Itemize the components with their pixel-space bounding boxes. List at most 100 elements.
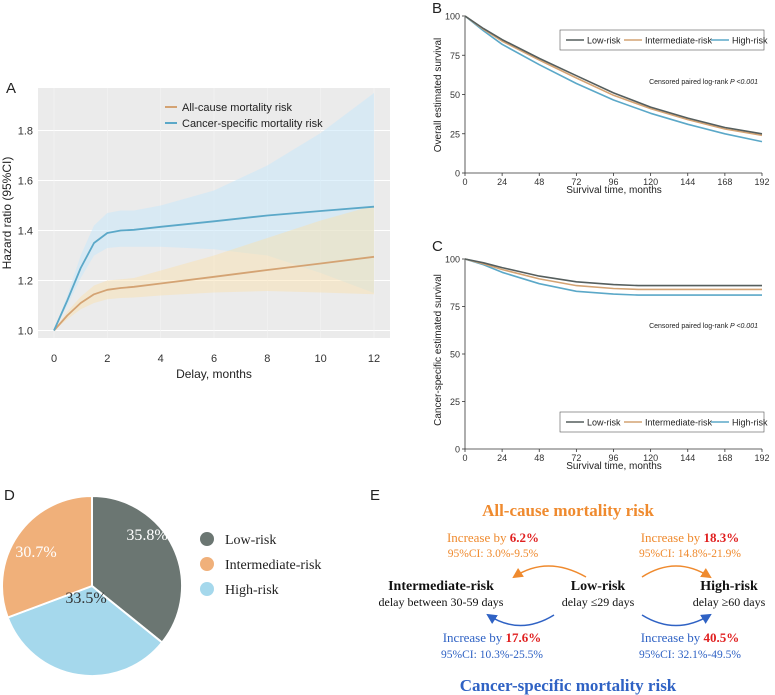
panel-a-chart: 1.0 1.2 1.4 1.6 1.8 0 2 4 6 8 10 12 Delay, months H…	[0, 88, 390, 381]
node-intermediate-title: Intermediate-risk	[388, 579, 494, 594]
panel-b-ytick-label: 75	[450, 51, 460, 61]
panel-a-xtick-label: 12	[368, 353, 380, 365]
panel-b-xtick-label: 192	[754, 177, 769, 187]
panel-b-ytick-label: 0	[455, 169, 460, 179]
node-low-sub: delay ≤29 days	[562, 595, 635, 609]
panel-c-legend: Low-risk Intermediate-risk High-risk	[559, 411, 768, 433]
diagram-title-all-cause: All-cause mortality risk	[482, 501, 654, 520]
panel-b-ytick-label: 100	[445, 12, 460, 22]
panel-c-xtick-label: 48	[534, 453, 544, 463]
panel-b-xlabel: Survival time, months	[566, 185, 662, 196]
bottom-left-ci: 95%CI: 10.3%-25.5%	[441, 649, 543, 661]
panel-c-axes: 0 25 50 75 100 0 24 48 72 96 120 144 168 192	[445, 255, 770, 464]
pie-slice-high-risk	[6, 584, 164, 678]
panel-a-ytick-label: 1.6	[18, 176, 33, 188]
node-high-title: High-risk	[700, 579, 758, 594]
panel-b-xtick-label: 0	[462, 177, 467, 187]
panel-a-ytick-label: 1.8	[18, 126, 33, 138]
panel-a-xtick-label: 10	[315, 353, 327, 365]
panel-b-chart: 0 25 50 75 100 0 24 48 72 96 120 144 168 192 Survival…	[433, 12, 770, 197]
panel-c-xlabel: Survival time, months	[566, 461, 662, 472]
panel-c-xtick-label: 24	[497, 453, 507, 463]
panel-d-pie-chart: 35.8% 33.5% 30.7% Low-risk Intermediate-…	[1, 494, 321, 678]
top-left-increase-prefix: Increase by	[447, 530, 510, 545]
panel-a-series-line-0	[53, 255, 375, 332]
node-low-title: Low-risk	[571, 579, 626, 594]
panel-b-xtick-label: 168	[717, 177, 732, 187]
panel-b-legend-box	[559, 29, 765, 51]
pie-slices	[1, 494, 184, 678]
pie-legend-dot-high	[200, 582, 214, 596]
bottom-left-increase-pct: 17.6%	[506, 630, 542, 645]
panel-c-xtick-label: 72	[571, 453, 581, 463]
panel-b-logrank-p: P <0.001	[730, 79, 758, 86]
bottom-right-increase-pct: 40.5%	[704, 630, 740, 645]
panel-c-logrank-text: Censored paired log-rank	[649, 323, 730, 330]
top-right-ci: 95%CI: 14.8%-21.9%	[639, 548, 741, 560]
arrow-low-to-intermediate-all-cause	[512, 565, 587, 579]
panel-a-ytick-label: 1.2	[18, 276, 33, 288]
panel-b-xtick-label: 96	[608, 177, 618, 187]
panel-b-legend-low: Low-risk	[587, 36, 621, 46]
panel-a-ci-band-1	[54, 93, 374, 331]
panel-c-legend-low: Low-risk	[587, 418, 621, 428]
panel-b-ylabel: Overall estimated survival	[433, 38, 444, 152]
panel-c-xtick-label: 192	[754, 453, 769, 463]
panel-c-legend-high: High-risk	[732, 418, 768, 428]
panel-c-series-line-1	[464, 258, 762, 291]
panel-c-ytick-label: 0	[455, 445, 460, 455]
pie-legend-low: Low-risk	[225, 533, 276, 548]
panel-b-logrank-text: Censored paired log-rank	[649, 79, 730, 86]
bottom-left-increase-prefix: Increase by	[443, 630, 506, 645]
panel-b-logrank-annotation: Censored paired log-rank P <0.001	[649, 79, 758, 86]
panel-b-xtick-label: 24	[497, 177, 507, 187]
panel-b-xtick-label: 48	[534, 177, 544, 187]
panel-c-xtick-label: 120	[643, 453, 658, 463]
panel-c-xtick-label: 144	[680, 453, 695, 463]
panel-b-legend-intermediate: Intermediate-risk	[645, 36, 713, 46]
panel-label-d: D	[4, 487, 15, 504]
diagram-title-cancer-specific: Cancer-specific mortality risk	[460, 676, 677, 695]
panel-a-xtick-label: 8	[264, 353, 270, 365]
panel-label-c: C	[432, 238, 443, 255]
panel-label-b: B	[432, 0, 442, 17]
panel-a-xlabel: Delay, months	[176, 367, 252, 381]
pie-label-low: 35.8%	[126, 527, 167, 544]
panel-a-series-line-1	[53, 205, 375, 331]
panel-c-series-line-2	[464, 258, 762, 296]
panel-c-ylabel: Cancer-specific estimated survival	[433, 274, 444, 426]
arrow-low-to-intermediate-cancer	[486, 613, 555, 627]
panel-b-ytick-label: 25	[450, 129, 460, 139]
panel-b-legend: Low-risk Intermediate-risk High-risk	[559, 29, 768, 51]
panel-label-e: E	[370, 487, 380, 504]
panel-a-xtick-label: 2	[104, 353, 110, 365]
panel-b-axes: 0 25 50 75 100 0 24 48 72 96 120 144 168 192	[445, 12, 770, 188]
panel-b-lines	[464, 15, 763, 143]
pie-legend-high: High-risk	[225, 583, 279, 598]
panel-e-diagram: All-cause mortality risk Cancer-specific…	[379, 501, 766, 695]
panel-b-xtick-label: 120	[643, 177, 658, 187]
panel-c-xtick-label: 168	[717, 453, 732, 463]
panel-b-ytick-label: 50	[450, 90, 460, 100]
node-high-sub: delay ≥60 days	[693, 595, 766, 609]
panel-a-legend: All-cause mortality risk Cancer-specific…	[165, 102, 323, 130]
panel-a-lines	[53, 205, 375, 332]
panel-label-a: A	[6, 80, 16, 97]
top-right-increase: Increase by 18.3%	[641, 530, 740, 545]
panel-c-lines	[464, 258, 762, 296]
pie-legend: Low-risk Intermediate-risk High-risk	[200, 532, 321, 598]
panel-a-ticks: 1.0 1.2 1.4 1.6 1.8 0 2 4 6 8 10 12	[18, 126, 380, 366]
top-right-increase-pct: 18.3%	[704, 530, 740, 545]
top-left-increase: Increase by 6.2%	[447, 530, 539, 545]
panel-b-xtick-label: 72	[571, 177, 581, 187]
panel-c-chart: 0 25 50 75 100 0 24 48 72 96 120 144 168 192 Survival…	[433, 255, 770, 473]
panel-a-ytick-label: 1.4	[18, 226, 33, 238]
panel-c-series-line-0	[464, 258, 762, 287]
bottom-left-increase: Increase by 17.6%	[443, 630, 542, 645]
pie-label-intermediate: 30.7%	[15, 544, 56, 561]
node-intermediate-sub: delay between 30-59 days	[379, 595, 504, 609]
panel-a-ci-band-0	[54, 205, 374, 331]
pie-slice-low-risk	[91, 494, 184, 644]
legend-label-cancer-specific: Cancer-specific mortality risk	[182, 118, 323, 130]
